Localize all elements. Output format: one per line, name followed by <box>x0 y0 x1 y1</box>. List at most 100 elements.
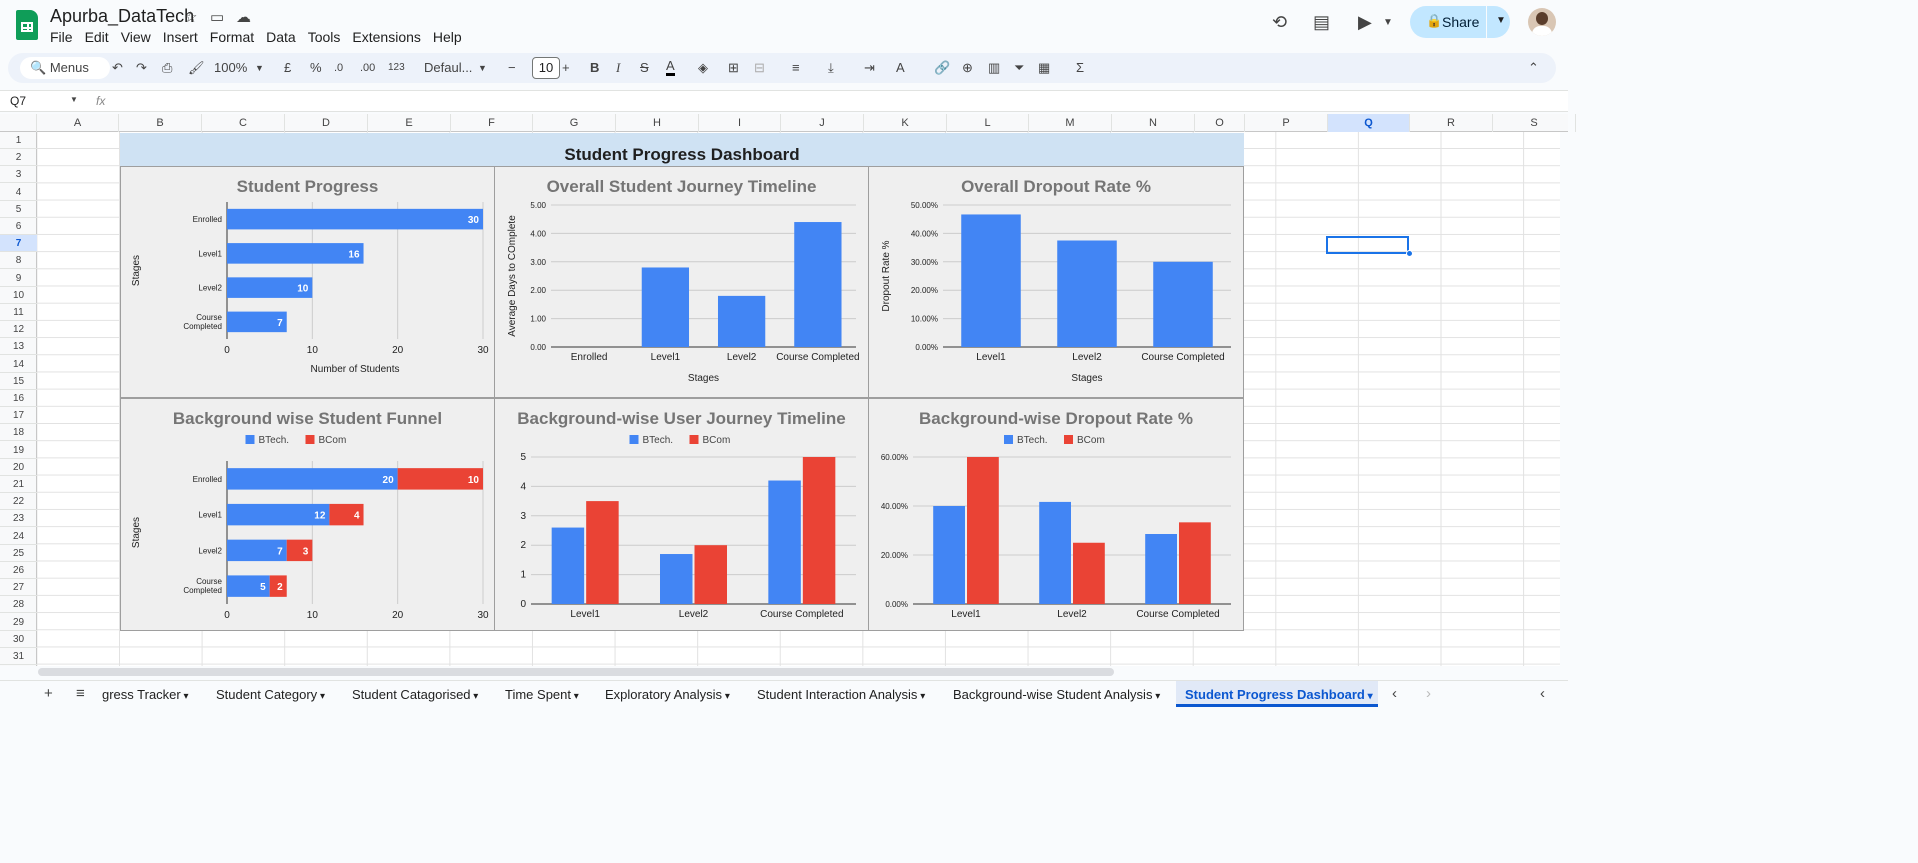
row-header-28[interactable]: 28 <box>0 596 37 614</box>
row-header-18[interactable]: 18 <box>0 424 37 442</box>
row-header-26[interactable]: 26 <box>0 562 37 579</box>
cloud-status-icon[interactable]: ☁ <box>236 9 251 26</box>
sheet-tab[interactable]: gress Tracker ▾ <box>102 687 189 702</box>
row-header-13[interactable]: 13 <box>0 338 37 356</box>
row-header-5[interactable]: 5 <box>0 201 37 218</box>
column-header-j[interactable]: J <box>781 114 864 132</box>
redo-icon[interactable]: ↷ <box>136 60 147 75</box>
meet-dropdown-icon[interactable]: ▼ <box>1383 17 1393 28</box>
chart-overall-dropout-rate[interactable]: Overall Dropout Rate % 0.00% 10.00% 20.00% 3… <box>868 166 1244 398</box>
selected-cell[interactable] <box>1326 236 1409 254</box>
row-header-15[interactable]: 15 <box>0 373 37 390</box>
font-dropdown-icon[interactable]: ▼ <box>478 63 487 73</box>
filter-icon[interactable]: ⏷ <box>1014 60 1025 75</box>
zoom-dropdown-icon[interactable]: ▼ <box>255 63 264 73</box>
column-header-p[interactable]: P <box>1245 114 1328 132</box>
column-header-o[interactable]: O <box>1195 114 1245 132</box>
menu-insert[interactable]: Insert <box>162 29 198 45</box>
row-header-4[interactable]: 4 <box>0 184 37 201</box>
vertical-align-icon[interactable]: ⤓ <box>828 60 834 75</box>
paint-format-icon[interactable]: 🖌 <box>188 60 205 75</box>
column-header-n[interactable]: N <box>1112 114 1195 132</box>
row-header-14[interactable]: 14 <box>0 356 37 373</box>
share-dropdown-icon[interactable]: ▼ <box>1496 15 1506 26</box>
row-header-23[interactable]: 23 <box>0 510 37 528</box>
column-header-m[interactable]: M <box>1029 114 1112 132</box>
star-icon[interactable]: ☆ <box>184 9 198 26</box>
menu-file[interactable]: File <box>50 29 73 45</box>
sheet-tab[interactable]: Exploratory Analysis ▾ <box>605 687 730 702</box>
sheet-tab-menu-icon[interactable]: ▾ <box>317 691 325 702</box>
currency-format-button[interactable]: £ <box>284 60 292 75</box>
row-header-12[interactable]: 12 <box>0 321 37 339</box>
comments-icon[interactable]: ▤ <box>1313 12 1331 32</box>
row-header-16[interactable]: 16 <box>0 390 37 407</box>
sheet-tab-menu-icon[interactable]: ▾ <box>722 691 730 702</box>
column-header-i[interactable]: I <box>699 114 781 132</box>
print-icon[interactable]: ⎙ <box>162 60 173 75</box>
chart-overall-journey-timeline[interactable]: Overall Student Journey Timeline 0.00 1.00… <box>494 166 869 398</box>
sheet-tab[interactable]: Student Category ▾ <box>216 687 325 702</box>
more-formats-button[interactable]: 123 <box>388 62 405 73</box>
column-header-q[interactable]: Q <box>1328 114 1410 132</box>
row-header-1[interactable]: 1 <box>0 132 37 149</box>
column-header-k[interactable]: K <box>864 114 947 132</box>
menu-data[interactable]: Data <box>266 29 296 45</box>
sheet-tab-menu-icon[interactable]: ▾ <box>571 691 579 702</box>
sheet-tab[interactable]: Background-wise Student Analysis ▾ <box>953 687 1160 702</box>
column-header-c[interactable]: C <box>202 114 285 132</box>
row-header-25[interactable]: 25 <box>0 545 37 562</box>
menu-edit[interactable]: Edit <box>84 29 109 45</box>
sheet-tab[interactable]: Student Catagorised ▾ <box>352 687 478 702</box>
column-header-s[interactable]: S <box>1493 114 1576 132</box>
sheet-tab[interactable]: Student Interaction Analysis ▾ <box>757 687 925 702</box>
name-box-dropdown-icon[interactable]: ▼ <box>70 95 78 104</box>
row-header-22[interactable]: 22 <box>0 493 37 511</box>
column-header-g[interactable]: G <box>533 114 616 132</box>
increase-decimal-button[interactable]: .00 <box>360 62 376 74</box>
menu-extensions[interactable]: Extensions <box>352 29 421 45</box>
menu-view[interactable]: View <box>120 29 151 45</box>
insert-chart-icon[interactable]: ▥ <box>988 60 1001 75</box>
sheet-tab[interactable]: Student Progress Dashboard ▾ <box>1185 687 1373 702</box>
row-header-20[interactable]: 20 <box>0 459 37 476</box>
insert-comment-icon[interactable]: ⊕ <box>962 60 973 75</box>
name-box[interactable]: Q7 <box>10 94 27 108</box>
select-all-corner[interactable] <box>0 114 37 132</box>
menu-tools[interactable]: Tools <box>307 29 341 45</box>
row-header-17[interactable]: 17 <box>0 407 37 425</box>
document-title[interactable]: Apurba_DataTech <box>50 6 195 26</box>
share-button[interactable]: 🔒 Share ▼ <box>1410 6 1510 38</box>
avatar[interactable] <box>1528 8 1556 36</box>
menu-help[interactable]: Help <box>432 29 462 45</box>
italic-icon[interactable]: I <box>616 60 621 75</box>
column-header-a[interactable]: A <box>37 114 119 132</box>
row-header-9[interactable]: 9 <box>0 270 37 287</box>
row-header-27[interactable]: 27 <box>0 579 37 597</box>
row-header-30[interactable]: 30 <box>0 631 37 648</box>
text-wrapping-icon[interactable]: ⇥ <box>864 60 875 75</box>
column-header-d[interactable]: D <box>285 114 368 132</box>
version-history-icon[interactable]: ⟲ <box>1272 12 1288 32</box>
row-header-10[interactable]: 10 <box>0 287 37 304</box>
functions-icon[interactable]: Σ <box>1076 60 1085 75</box>
scroll-tabs-left-icon[interactable]: ‹ <box>1392 685 1397 702</box>
font-size-input[interactable]: 10 <box>532 57 560 79</box>
menu-format[interactable]: Format <box>209 29 255 45</box>
row-header-11[interactable]: 11 <box>0 304 37 321</box>
chart-student-progress[interactable]: Student Progress 0 10 20 30 Enrolled 30 Level1 1… <box>120 166 495 398</box>
scroll-tabs-right-icon[interactable]: › <box>1426 685 1431 702</box>
horizontal-scrollbar[interactable] <box>38 668 1114 676</box>
menus-search-button[interactable]: 🔍 Menus <box>20 57 110 79</box>
row-header-3[interactable]: 3 <box>0 166 37 184</box>
chart-background-funnel[interactable]: Background wise Student Funnel 0 10 20 30 Enr… <box>120 398 495 631</box>
row-header-24[interactable]: 24 <box>0 528 37 545</box>
column-header-f[interactable]: F <box>451 114 533 132</box>
row-header-31[interactable]: 31 <box>0 648 37 665</box>
sheets-logo-icon[interactable] <box>16 10 38 40</box>
increase-font-size-icon[interactable]: + <box>562 60 570 75</box>
column-header-e[interactable]: E <box>368 114 451 132</box>
sheet-tab-menu-icon[interactable]: ▾ <box>1364 691 1373 702</box>
chart-background-journey-timeline[interactable]: Background-wise User Journey Timeline 0 1 2… <box>494 398 869 631</box>
row-header-19[interactable]: 19 <box>0 442 37 459</box>
